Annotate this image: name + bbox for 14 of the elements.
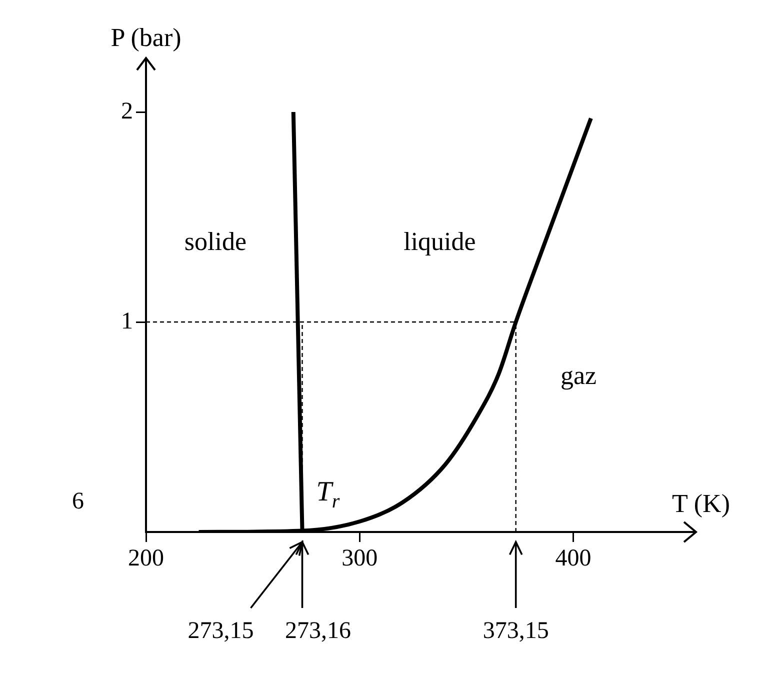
text: 273,15 [188,618,254,644]
text: 373,15 [482,618,549,644]
x-tick-label: 300 [342,546,378,572]
annotation: liquide [404,227,476,256]
x-tick-label: 400 [555,546,592,572]
x-axis-title: T (K) [672,489,730,518]
text: 6 [72,488,84,514]
x-tick-label: 200 [128,546,164,572]
annotation: gaz [560,361,597,390]
annotation: solide [184,227,246,256]
y-tick-label: 1 [121,308,133,334]
y-tick-label: 2 [121,98,133,124]
y-axis-title: P (bar) [110,23,182,52]
text: 273,16 [284,618,351,644]
